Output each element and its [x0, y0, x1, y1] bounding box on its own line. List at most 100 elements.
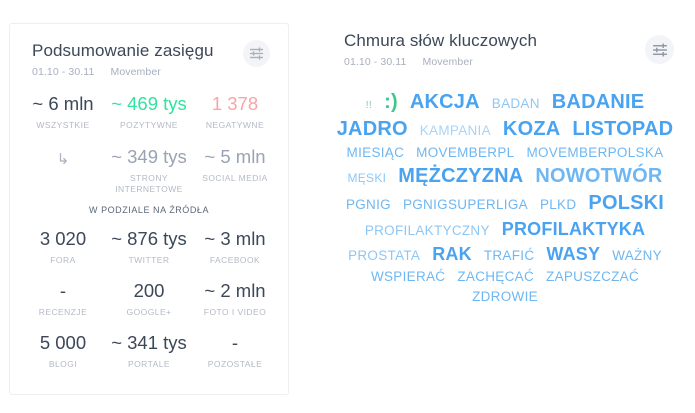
wordcloud-project-name: Movember	[422, 56, 473, 68]
stat-label: FORA	[50, 255, 76, 265]
stat-value: -	[231, 332, 239, 353]
wordcloud-settings-button[interactable]	[645, 35, 674, 64]
stat-value: ~ 341 tys	[111, 332, 187, 353]
cloud-line: PGNIG PGNIGSUPERLIGA PLKD POLSKI	[330, 193, 680, 214]
cloud-word[interactable]: KOZA	[502, 118, 561, 140]
stat-blogs: 5 000 BLOGI	[20, 331, 106, 370]
cloud-line: MĘSKI MĘŻCZYZNA NOWOTWÓR	[330, 166, 680, 187]
cloud-word[interactable]: MĘŻCZYZNA	[398, 165, 524, 188]
keyword-cloud-card: Chmura słów kluczowych 01.10 - 30.11 Mov…	[322, 14, 688, 406]
stat-value: ~ 3 mln	[204, 228, 266, 249]
summary-card-header: Podsumowanie zasięgu 01.10 - 30.11 Movem…	[10, 24, 288, 78]
stat-label: POZOSTAŁE	[207, 359, 263, 369]
cloud-line: PROSTATA RAK TRAFIĆ WASY WAŻNY	[330, 245, 680, 264]
stat-positive: ~ 469 tys POZYTYWNE	[106, 92, 192, 131]
stat-forums: 3 020 FORA	[20, 227, 106, 266]
sliders-icon	[652, 42, 667, 57]
wordcloud-subtitle: 01.10 - 30.11 Movember	[344, 56, 668, 68]
cloud-word[interactable]: MIESIĄC	[346, 145, 405, 160]
cloud-line: !! :) AKCJA BADAN BADANIE	[330, 92, 680, 113]
stat-value: ~ 5 mln	[204, 146, 266, 167]
cloud-word[interactable]: MĘSKI	[347, 171, 387, 186]
cloud-line: MIESIĄC MOVEMBERPL MOVEMBERPOLSKA	[330, 145, 680, 160]
wordcloud-date-range: 01.10 - 30.11	[344, 56, 407, 68]
stat-label: SOCIAL MEDIA	[202, 173, 268, 183]
stat-portals: ~ 341 tys PORTALE	[106, 331, 192, 370]
summary-stats: ~ 6 mln WSZYSTKIE ~ 469 tys POZYTYWNE 1 …	[10, 92, 288, 370]
stat-value: ~ 349 tys	[111, 146, 187, 167]
stat-value: 1 378	[211, 93, 259, 114]
wordcloud-title: Chmura słów kluczowych	[344, 31, 538, 50]
cloud-word[interactable]: BADANIE	[551, 91, 645, 113]
cloud-line: ZDROWIE	[330, 289, 680, 305]
summary-subtitle: 01.10 - 30.11 Movember	[32, 66, 268, 78]
stat-reviews: - RECENZJE	[20, 279, 106, 318]
cloud-line: PROFILAKTYCZNY PROFILAKTYKA	[330, 220, 680, 239]
cloud-word[interactable]: PROFILAKTYCZNY	[364, 223, 490, 239]
cloud-word[interactable]: !!	[365, 99, 373, 111]
cloud-word[interactable]: WASY	[546, 244, 601, 265]
stat-value: 200	[133, 280, 165, 301]
sources-row: 3 020 FORA ~ 876 tys TWITTER ~ 3 mln FAC…	[20, 227, 278, 266]
stat-label: RECENZJE	[38, 307, 88, 317]
cloud-line: WSPIERAĆ ZACHĘCAĆ ZAPUSZCZAĆ	[330, 268, 680, 284]
cloud-word[interactable]: PROFILAKTYKA	[501, 219, 646, 240]
cloud-word[interactable]: AKCJA	[409, 91, 480, 113]
cloud-word[interactable]: MOVEMBERPOLSKA	[526, 145, 664, 160]
sources-row: 5 000 BLOGI ~ 341 tys PORTALE - POZOSTAŁ…	[20, 331, 278, 370]
cloud-word[interactable]: PROSTATA	[348, 248, 421, 264]
page-title: Podsumowanie zasięgu	[32, 41, 214, 60]
stat-photo-video: ~ 2 mln FOTO I VIDEO	[192, 279, 278, 318]
stat-negative: 1 378 NEGATYWNE	[192, 92, 278, 131]
stat-label: FOTO I VIDEO	[203, 307, 267, 317]
subtree-arrow-icon: ↳	[56, 151, 70, 168]
cloud-word[interactable]: ZAPUSZCZAĆ	[546, 268, 640, 284]
reach-summary-card: Podsumowanie zasięgu 01.10 - 30.11 Movem…	[9, 23, 289, 395]
cloud-word[interactable]: PGNIGSUPERLIGA	[402, 197, 528, 213]
cloud-word[interactable]: WSPIERAĆ	[370, 268, 446, 284]
stat-websites: ~ 349 tys STRONY INTERNETOWE	[106, 145, 192, 195]
cloud-word[interactable]: LISTOPAD	[572, 118, 674, 140]
subtree-arrow-cell: ↳	[20, 145, 106, 169]
stat-value: ~ 2 mln	[204, 280, 266, 301]
sliders-icon	[250, 47, 263, 60]
stat-all: ~ 6 mln WSZYSTKIE	[20, 92, 106, 131]
stat-label: TWITTER	[128, 255, 170, 265]
stat-value: 5 000	[39, 332, 87, 353]
summary-breakdown-row: ↳ ~ 349 tys STRONY INTERNETOWE ~ 5 mln S…	[20, 145, 278, 195]
stat-value: ~ 469 tys	[111, 93, 187, 114]
stat-value: 3 020	[39, 228, 87, 249]
stat-label: POZYTYWNE	[120, 120, 178, 130]
cloud-word[interactable]: PLKD	[539, 197, 577, 213]
stat-value: ~ 6 mln	[32, 93, 94, 114]
stat-label: STRONY INTERNETOWE	[115, 173, 183, 194]
stat-label: PORTALE	[127, 359, 171, 369]
stat-facebook: ~ 3 mln FACEBOOK	[192, 227, 278, 266]
stat-googleplus: 200 GOOGLE+	[106, 279, 192, 318]
cloud-word[interactable]: PGNIG	[345, 197, 391, 213]
stat-value: -	[59, 280, 67, 301]
cloud-word[interactable]: :)	[384, 91, 398, 113]
cloud-word[interactable]: TRAFIĆ	[483, 248, 535, 264]
cloud-word[interactable]: POLSKI	[588, 192, 665, 215]
stat-other: - POZOSTAŁE	[192, 331, 278, 370]
summary-project-name: Movember	[110, 66, 161, 78]
cloud-word[interactable]: JADRO	[336, 118, 408, 140]
sources-row: - RECENZJE 200 GOOGLE+ ~ 2 mln FOTO I VI…	[20, 279, 278, 318]
cloud-word[interactable]: NOWOTWÓR	[535, 165, 663, 188]
stat-label: BLOGI	[48, 359, 78, 369]
summary-main-row: ~ 6 mln WSZYSTKIE ~ 469 tys POZYTYWNE 1 …	[20, 92, 278, 131]
stat-label: GOOGLE+	[126, 307, 172, 317]
summary-settings-button[interactable]	[243, 40, 270, 67]
stat-label: FACEBOOK	[209, 255, 261, 265]
cloud-word[interactable]: BADAN	[491, 96, 540, 111]
cloud-word[interactable]: WAŻNY	[612, 248, 662, 264]
cloud-word[interactable]: ZDROWIE	[472, 289, 538, 305]
cloud-word[interactable]: RAK	[432, 244, 472, 265]
keyword-cloud: !! :) AKCJA BADAN BADANIE JADRO KAMPANIA…	[322, 68, 688, 304]
cloud-word[interactable]: KAMPANIA	[419, 123, 491, 138]
stat-value: ~ 876 tys	[111, 228, 187, 249]
cloud-word[interactable]: MOVEMBERPL	[416, 145, 515, 160]
cloud-word[interactable]: ZACHĘCAĆ	[457, 268, 535, 284]
stat-social-media: ~ 5 mln SOCIAL MEDIA	[192, 145, 278, 184]
